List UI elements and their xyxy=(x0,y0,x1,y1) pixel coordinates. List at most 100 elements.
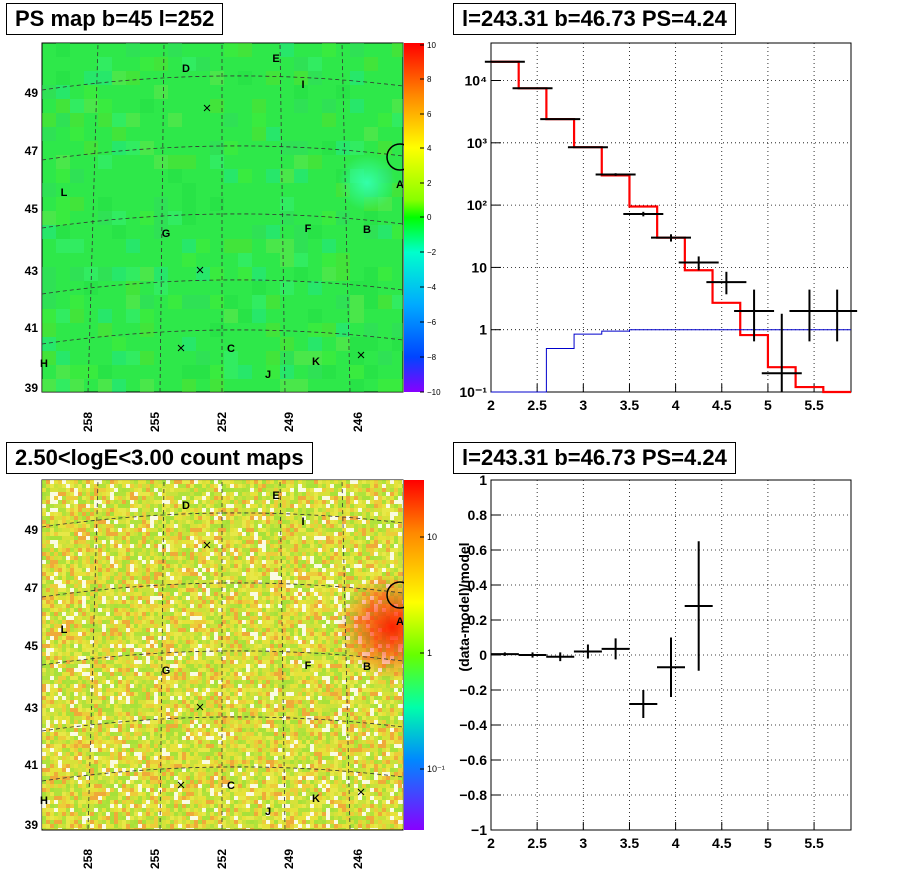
colorbar-tick-label: −4 xyxy=(427,283,437,292)
lon-tick-label: 255 xyxy=(148,849,162,869)
y-tick-label: −0.2 xyxy=(459,682,487,698)
y-tick-label: 0.4 xyxy=(468,577,488,593)
y-tick-label: 0.6 xyxy=(468,542,488,558)
x-tick-label: 4.5 xyxy=(712,835,732,851)
lat-tick-label: 47 xyxy=(25,144,39,158)
source-label-d: D xyxy=(182,500,190,512)
source-cross xyxy=(357,351,365,359)
data-point xyxy=(484,60,525,63)
x-tick-label: 3 xyxy=(579,397,587,413)
colorbar-tick-label: −2 xyxy=(427,248,437,257)
lat-tick-label: 41 xyxy=(25,758,39,772)
source-cross xyxy=(357,788,365,796)
lon-gridline xyxy=(279,479,286,830)
source-cross xyxy=(177,781,185,789)
series-step-1 xyxy=(491,329,851,393)
lat-tick-label: 43 xyxy=(25,701,39,715)
source-label-d: D xyxy=(182,63,190,75)
residual-point xyxy=(629,690,658,718)
colorbar-tick-label: 10 xyxy=(427,41,436,50)
count-map-title: 2.50<logE<3.00 count maps xyxy=(6,442,313,474)
y-tick-label: 10⁴ xyxy=(465,73,488,89)
source-label-f: F xyxy=(305,223,312,235)
data-point xyxy=(512,87,553,90)
source-label-a: A xyxy=(396,616,404,628)
lon-tick-label: 258 xyxy=(81,849,95,869)
y-tick-label: 0.2 xyxy=(468,612,488,628)
y-tick-label: −0.6 xyxy=(459,752,487,768)
lon-tick-label: 252 xyxy=(215,849,229,869)
lat-tick-label: 39 xyxy=(25,381,39,395)
colorbar-tick-label: −6 xyxy=(427,318,437,327)
colorbar-tick-label: 8 xyxy=(427,75,432,84)
lon-gridline xyxy=(279,42,286,393)
source-cross xyxy=(203,541,211,549)
source-label-b: B xyxy=(363,661,371,673)
lat-tick-label: 43 xyxy=(25,264,39,278)
lat-tick-label: 39 xyxy=(25,818,39,832)
source-label-j: J xyxy=(265,369,271,381)
source-cross xyxy=(203,104,211,112)
ps-colorbar xyxy=(404,43,424,392)
source-label-c: C xyxy=(227,343,235,355)
y-axis-label: (data-model)/model xyxy=(456,542,472,671)
source-label-f: F xyxy=(305,660,312,672)
y-tick-label: 10 xyxy=(471,259,487,275)
y-tick-label: −0.4 xyxy=(459,717,487,733)
source-cross xyxy=(196,703,204,711)
source-label-k: K xyxy=(312,793,320,805)
lon-tick-label: 255 xyxy=(148,412,162,432)
lon-tick-label: 249 xyxy=(282,412,296,432)
lon-tick-label: 246 xyxy=(351,849,365,869)
colorbar-tick-label: 6 xyxy=(427,110,432,119)
y-tick-label: 10⁻¹ xyxy=(459,384,487,400)
lon-tick-label: 246 xyxy=(351,412,365,432)
residual-chart: 2 2.5 3 3.5 4 4.5 5 5.5 −1 −0.8 −0.6 −0.4 −0.2 0 0.2 0.… xyxy=(456,472,852,851)
data-point xyxy=(595,173,636,176)
lon-gridline xyxy=(159,42,165,393)
y-tick-label: 0 xyxy=(479,647,487,663)
data-point xyxy=(567,146,608,149)
residual-point xyxy=(684,541,713,671)
y-tick-label: 10³ xyxy=(467,135,488,151)
spectrum-chart: 2 2.5 3 3.5 4 4.5 5 5.5 10⁴ 10³ 10² 10 1 10⁻¹ xyxy=(459,42,858,413)
colorbar-tick-label: −10 xyxy=(427,388,441,397)
lat-tick-label: 49 xyxy=(25,86,39,100)
count-map: D E I L G F B A C K J H 49 47 45 43 41 39 258 255 252 249 24… xyxy=(25,479,445,869)
source-label-j: J xyxy=(265,806,271,818)
source-label-i: I xyxy=(301,79,304,91)
lat-tick-label: 49 xyxy=(25,523,39,537)
residual-point xyxy=(601,638,630,660)
lon-gridline xyxy=(341,479,351,830)
residual-point xyxy=(546,652,575,662)
x-tick-label: 2 xyxy=(487,397,495,413)
count-colorbar xyxy=(404,480,424,830)
source-cross xyxy=(196,266,204,274)
x-tick-label: 2 xyxy=(487,835,495,851)
residual-point xyxy=(490,652,519,656)
lon-gridline xyxy=(341,42,351,393)
ps-map-title: PS map b=45 l=252 xyxy=(6,3,224,35)
source-label-c: C xyxy=(227,780,235,792)
data-point xyxy=(817,289,858,342)
residual-point xyxy=(518,652,547,658)
data-point xyxy=(540,118,581,121)
source-label-b: B xyxy=(363,224,371,236)
source-label-g: G xyxy=(162,665,171,677)
lon-gridline xyxy=(159,479,165,830)
x-tick-label: 5 xyxy=(764,835,772,851)
lat-tick-label: 45 xyxy=(25,202,39,216)
source-label-e: E xyxy=(272,53,279,65)
lat-tick-label: 41 xyxy=(25,321,39,335)
colorbar-tick-label: 10 xyxy=(427,532,437,542)
data-point xyxy=(678,256,719,271)
y-tick-label: −0.8 xyxy=(459,787,487,803)
colorbar-tick-label: 2 xyxy=(427,179,432,188)
x-tick-label: 3.5 xyxy=(620,835,640,851)
y-tick-label: 0.8 xyxy=(468,507,488,523)
y-tick-label: 10² xyxy=(467,197,488,213)
colorbar-tick-label: 10⁻¹ xyxy=(427,764,445,774)
source-label-i: I xyxy=(301,516,304,528)
y-tick-label: 1 xyxy=(479,472,487,488)
residual-point xyxy=(657,637,685,697)
